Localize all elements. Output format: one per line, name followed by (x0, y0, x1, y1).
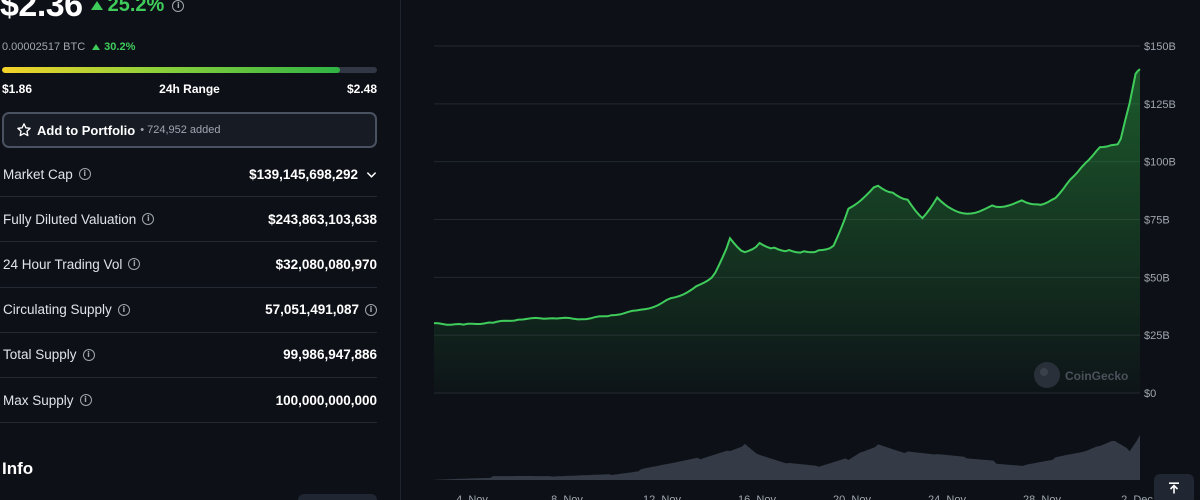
info-icon[interactable]: i (117, 303, 130, 316)
stat-row-total-supply: Total Supply i 99,986,947,886 (0, 333, 377, 378)
info-action-button[interactable] (298, 494, 377, 500)
range-bar (2, 67, 377, 73)
caret-up-icon (92, 44, 101, 50)
stat-value-text: $32,080,080,970 (275, 256, 377, 272)
stat-value: 99,986,947,886 (283, 347, 377, 362)
stat-label-text: Fully Diluted Valuation (3, 211, 137, 227)
volume-area (434, 435, 1140, 480)
y-tick-label: $0 (1144, 388, 1156, 400)
y-tick-label: $150B (1144, 41, 1176, 53)
stat-label: Total Supply i (3, 347, 95, 362)
btc-change-percent: 30.2% (104, 41, 136, 53)
stat-value-text: $243,863,103,638 (268, 211, 377, 227)
portfolio-added-count: • 724,952 added (140, 124, 221, 136)
stat-value-text: $139,145,698,292 (249, 166, 358, 182)
market-cap-chart[interactable]: $150B $125B $100B $75B $50B $25B $0 CoinGecko 4.… (401, 0, 1200, 500)
y-tick-label: $100B (1144, 157, 1176, 169)
stat-value-text: 99,986,947,886 (283, 347, 377, 363)
stat-value-text: 100,000,000,000 (275, 392, 377, 408)
info-icon[interactable]: i (172, 0, 185, 12)
arrow-up-icon (1169, 482, 1179, 494)
range-label: 24h Range (159, 82, 220, 96)
range-low: $1.86 (2, 82, 33, 96)
stat-value-text: 57,051,491,087 (265, 302, 359, 318)
add-to-portfolio-label: Add to Portfolio (37, 122, 136, 138)
stat-value: 100,000,000,000 (276, 393, 377, 408)
info-icon[interactable]: i (128, 258, 141, 271)
x-tick-label: 20. Nov (833, 494, 871, 500)
x-tick-label: 8. Nov (551, 494, 583, 500)
coingecko-logo-icon (1034, 362, 1060, 388)
stat-value: $139,145,698,292 (249, 167, 377, 182)
info-icon[interactable]: i (365, 303, 377, 316)
y-tick-label: $75B (1144, 215, 1170, 227)
stat-label: Circulating Supply i (3, 302, 130, 317)
current-price: $2.36 (0, 0, 83, 24)
stat-label-text: Circulating Supply (3, 302, 112, 318)
chart-canvas: $150B $125B $100B $75B $50B $25B $0 CoinGecko 4.… (433, 41, 1176, 500)
watermark-text: CoinGecko (1065, 369, 1128, 383)
info-section-heading: Info (2, 459, 34, 478)
info-icon[interactable]: i (78, 168, 91, 181)
stat-value: $32,080,080,970 (276, 257, 377, 272)
stat-label: Market Cap i (3, 167, 91, 182)
panel-divider (400, 0, 401, 500)
stat-value: $243,863,103,638 (268, 212, 377, 227)
market-cap-area (434, 69, 1140, 393)
info-icon[interactable]: i (82, 348, 95, 361)
x-tick-label: 2. Dec (1121, 494, 1153, 500)
chevron-down-icon[interactable] (366, 169, 377, 180)
range-high: $2.48 (346, 82, 377, 96)
info-icon[interactable]: i (79, 394, 92, 407)
stat-row-fdv: Fully Diluted Valuation i $243,863,103,6… (0, 197, 377, 243)
stat-label-text: 24 Hour Trading Vol (3, 256, 123, 272)
y-tick-label: $25B (1144, 330, 1170, 342)
price-row: $2.36 25.2% i (0, 0, 185, 25)
stats-list: Market Cap i $139,145,698,292 Fully Dilu… (0, 152, 377, 424)
stat-label-text: Market Cap (3, 166, 73, 182)
add-to-portfolio-button[interactable]: Add to Portfolio • 724,952 added (2, 112, 377, 148)
range-labels: $1.86 24h Range $2.48 (2, 82, 377, 96)
coingecko-logo-eye (1040, 368, 1048, 376)
coin-overview-panel: $2.36 25.2% i 0.00002517 BTC 30.2% $1.86… (0, 0, 400, 500)
x-tick-label: 4. Nov (456, 494, 488, 500)
stat-value: 57,051,491,087 i (265, 302, 377, 317)
stat-label: Max Supply i (3, 393, 92, 408)
btc-price: 0.00002517 BTC (2, 41, 86, 53)
x-tick-label: 12. Nov (643, 494, 681, 500)
x-tick-label: 24. Nov (928, 494, 966, 500)
stat-row-trading-vol: 24 Hour Trading Vol i $32,080,080,970 (0, 242, 377, 288)
x-tick-label: 28. Nov (1023, 494, 1061, 500)
stat-label: Fully Diluted Valuation i (3, 211, 155, 227)
stat-row-circulating-supply: Circulating Supply i 57,051,491,087 i (0, 288, 377, 333)
price-change-percent: 25.2% (107, 0, 165, 16)
range-bar-fill (2, 67, 340, 73)
stat-row-max-supply: Max Supply i 100,000,000,000 (0, 378, 377, 424)
stat-label-text: Total Supply (3, 347, 77, 363)
scroll-to-top-button[interactable] (1154, 474, 1194, 500)
star-icon (17, 123, 31, 137)
stat-label: 24 Hour Trading Vol i (3, 256, 141, 272)
y-tick-label: $50B (1144, 272, 1170, 284)
stat-label-text: Max Supply (3, 392, 74, 408)
btc-price-row: 0.00002517 BTC 30.2% (2, 41, 135, 53)
price-change: 25.2% (90, 0, 165, 17)
market-cap-line (433, 68, 1141, 326)
caret-up-icon (90, 1, 103, 10)
stat-row-market-cap[interactable]: Market Cap i $139,145,698,292 (0, 152, 377, 198)
info-icon[interactable]: i (142, 213, 155, 226)
y-tick-label: $125B (1144, 99, 1176, 111)
btc-change: 30.2% (92, 41, 135, 53)
x-tick-label: 16. Nov (738, 494, 776, 500)
